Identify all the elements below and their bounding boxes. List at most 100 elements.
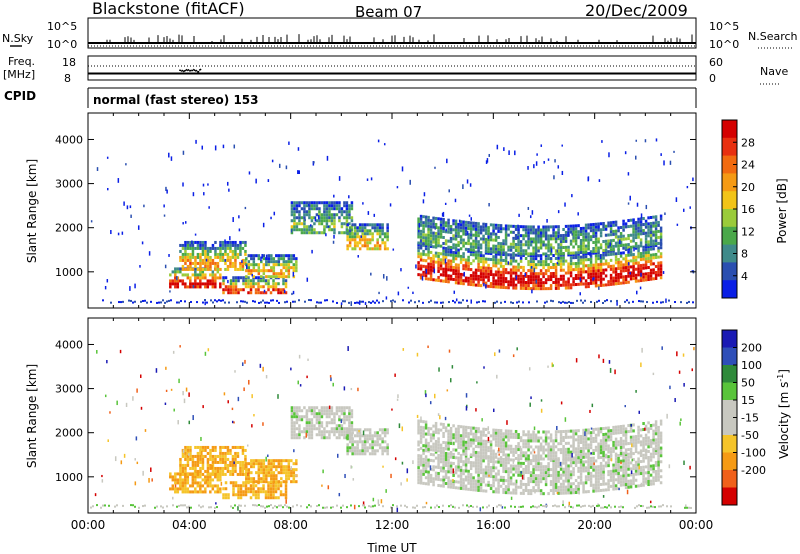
power-cell (492, 258, 495, 262)
power-cell (529, 275, 533, 279)
velocity-cell (469, 444, 473, 448)
power-cell (241, 246, 245, 250)
velocity-cell (272, 480, 276, 484)
velocity-cell (592, 465, 595, 469)
power-cell (539, 263, 543, 267)
power-cell (659, 243, 663, 247)
power-cell (462, 244, 465, 248)
power-cell (532, 278, 535, 282)
power-cell (295, 210, 299, 214)
velocity-cell (617, 471, 620, 475)
velocity-cell (627, 452, 630, 456)
power-cell (454, 257, 458, 261)
power-ground-cell (624, 300, 626, 303)
velocity-cell (279, 490, 283, 494)
power-cell (652, 215, 655, 219)
power-cell (356, 241, 359, 245)
power-cell (482, 272, 485, 276)
power-cell (282, 260, 286, 264)
velocity-cell (504, 458, 508, 462)
power-cell (310, 228, 314, 232)
power-cell (472, 233, 475, 237)
velocity-cell (489, 472, 493, 476)
power-speckle (327, 225, 330, 228)
velocity-cell (310, 406, 314, 410)
velocity-cell (569, 488, 573, 492)
velocity-cell (617, 453, 620, 457)
velocity-cell (186, 481, 190, 485)
velocity-cell (577, 487, 580, 491)
power-cell (452, 243, 455, 247)
power-cell (557, 225, 560, 229)
power-cell (504, 280, 508, 284)
velocity-cell (474, 429, 478, 433)
power-speckle (531, 240, 533, 243)
power-cell (270, 257, 273, 261)
power-cell (371, 232, 374, 236)
velocity-cell (437, 477, 440, 481)
velocity-cell (199, 460, 202, 464)
power-cell (454, 281, 458, 285)
velocity-cell (597, 468, 600, 472)
power-cell (469, 245, 473, 249)
velocity-cell (497, 490, 500, 494)
power-cell (290, 260, 293, 264)
velocity-cell (474, 432, 478, 436)
velocity-cell (554, 470, 558, 474)
power-cell (353, 223, 357, 227)
velocity-cell (320, 433, 324, 437)
velocity-cell (179, 466, 182, 470)
power-cell (437, 226, 440, 230)
velocity-cell (469, 432, 473, 436)
noise-left-label: N.Sky (2, 32, 34, 45)
velocity-cell (267, 496, 270, 500)
cpid-label: CPID (4, 89, 36, 103)
velocity-cell (290, 409, 294, 413)
velocity-cell (368, 428, 372, 432)
power-speckle (226, 181, 229, 186)
velocity-cell (184, 472, 187, 476)
power-cell (622, 251, 625, 255)
velocity-cell (254, 493, 258, 497)
power-cell (427, 277, 430, 281)
velocity-cell (216, 487, 220, 491)
velocity-cell (325, 421, 329, 425)
power-cell (474, 283, 478, 287)
power-cell (609, 264, 613, 268)
power-cell (644, 263, 648, 267)
velocity-cell (654, 463, 658, 467)
power-cell (419, 252, 423, 256)
power-cell (612, 279, 615, 283)
power-ground-cell (570, 301, 572, 304)
power-cell (184, 285, 187, 289)
power-speckle (184, 221, 187, 224)
velocity-cell (474, 453, 478, 457)
power-cell (642, 223, 645, 227)
power-speckle (205, 258, 208, 262)
power-cell (512, 251, 515, 255)
velocity-cell (554, 464, 558, 468)
velocity-cell (267, 471, 271, 475)
velocity-cell (196, 463, 200, 467)
velocity-cell (482, 456, 485, 460)
power-cell (574, 262, 578, 266)
power-cell (527, 260, 530, 264)
power-cell (422, 242, 425, 246)
velocity-cell (612, 478, 615, 482)
velocity-cell (348, 431, 352, 435)
velocity-cell (432, 445, 435, 449)
power-cell (544, 287, 548, 291)
velocity-cell (654, 478, 658, 482)
power-cell (587, 241, 590, 245)
velocity-cell (249, 490, 253, 494)
velocity-cell (239, 487, 243, 491)
power-cell (439, 261, 443, 265)
power-cell (577, 233, 580, 237)
velocity-cell (444, 469, 448, 473)
power-cell (599, 268, 603, 272)
velocity-cell (308, 430, 311, 434)
power-cell (657, 255, 660, 259)
power-cell (434, 278, 438, 282)
power-cell (206, 261, 210, 265)
power-cell (564, 239, 568, 243)
